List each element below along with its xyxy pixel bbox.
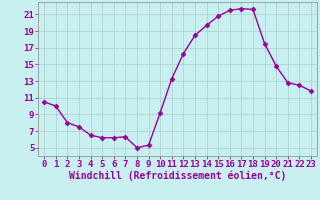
X-axis label: Windchill (Refroidissement éolien,°C): Windchill (Refroidissement éolien,°C) <box>69 171 286 181</box>
